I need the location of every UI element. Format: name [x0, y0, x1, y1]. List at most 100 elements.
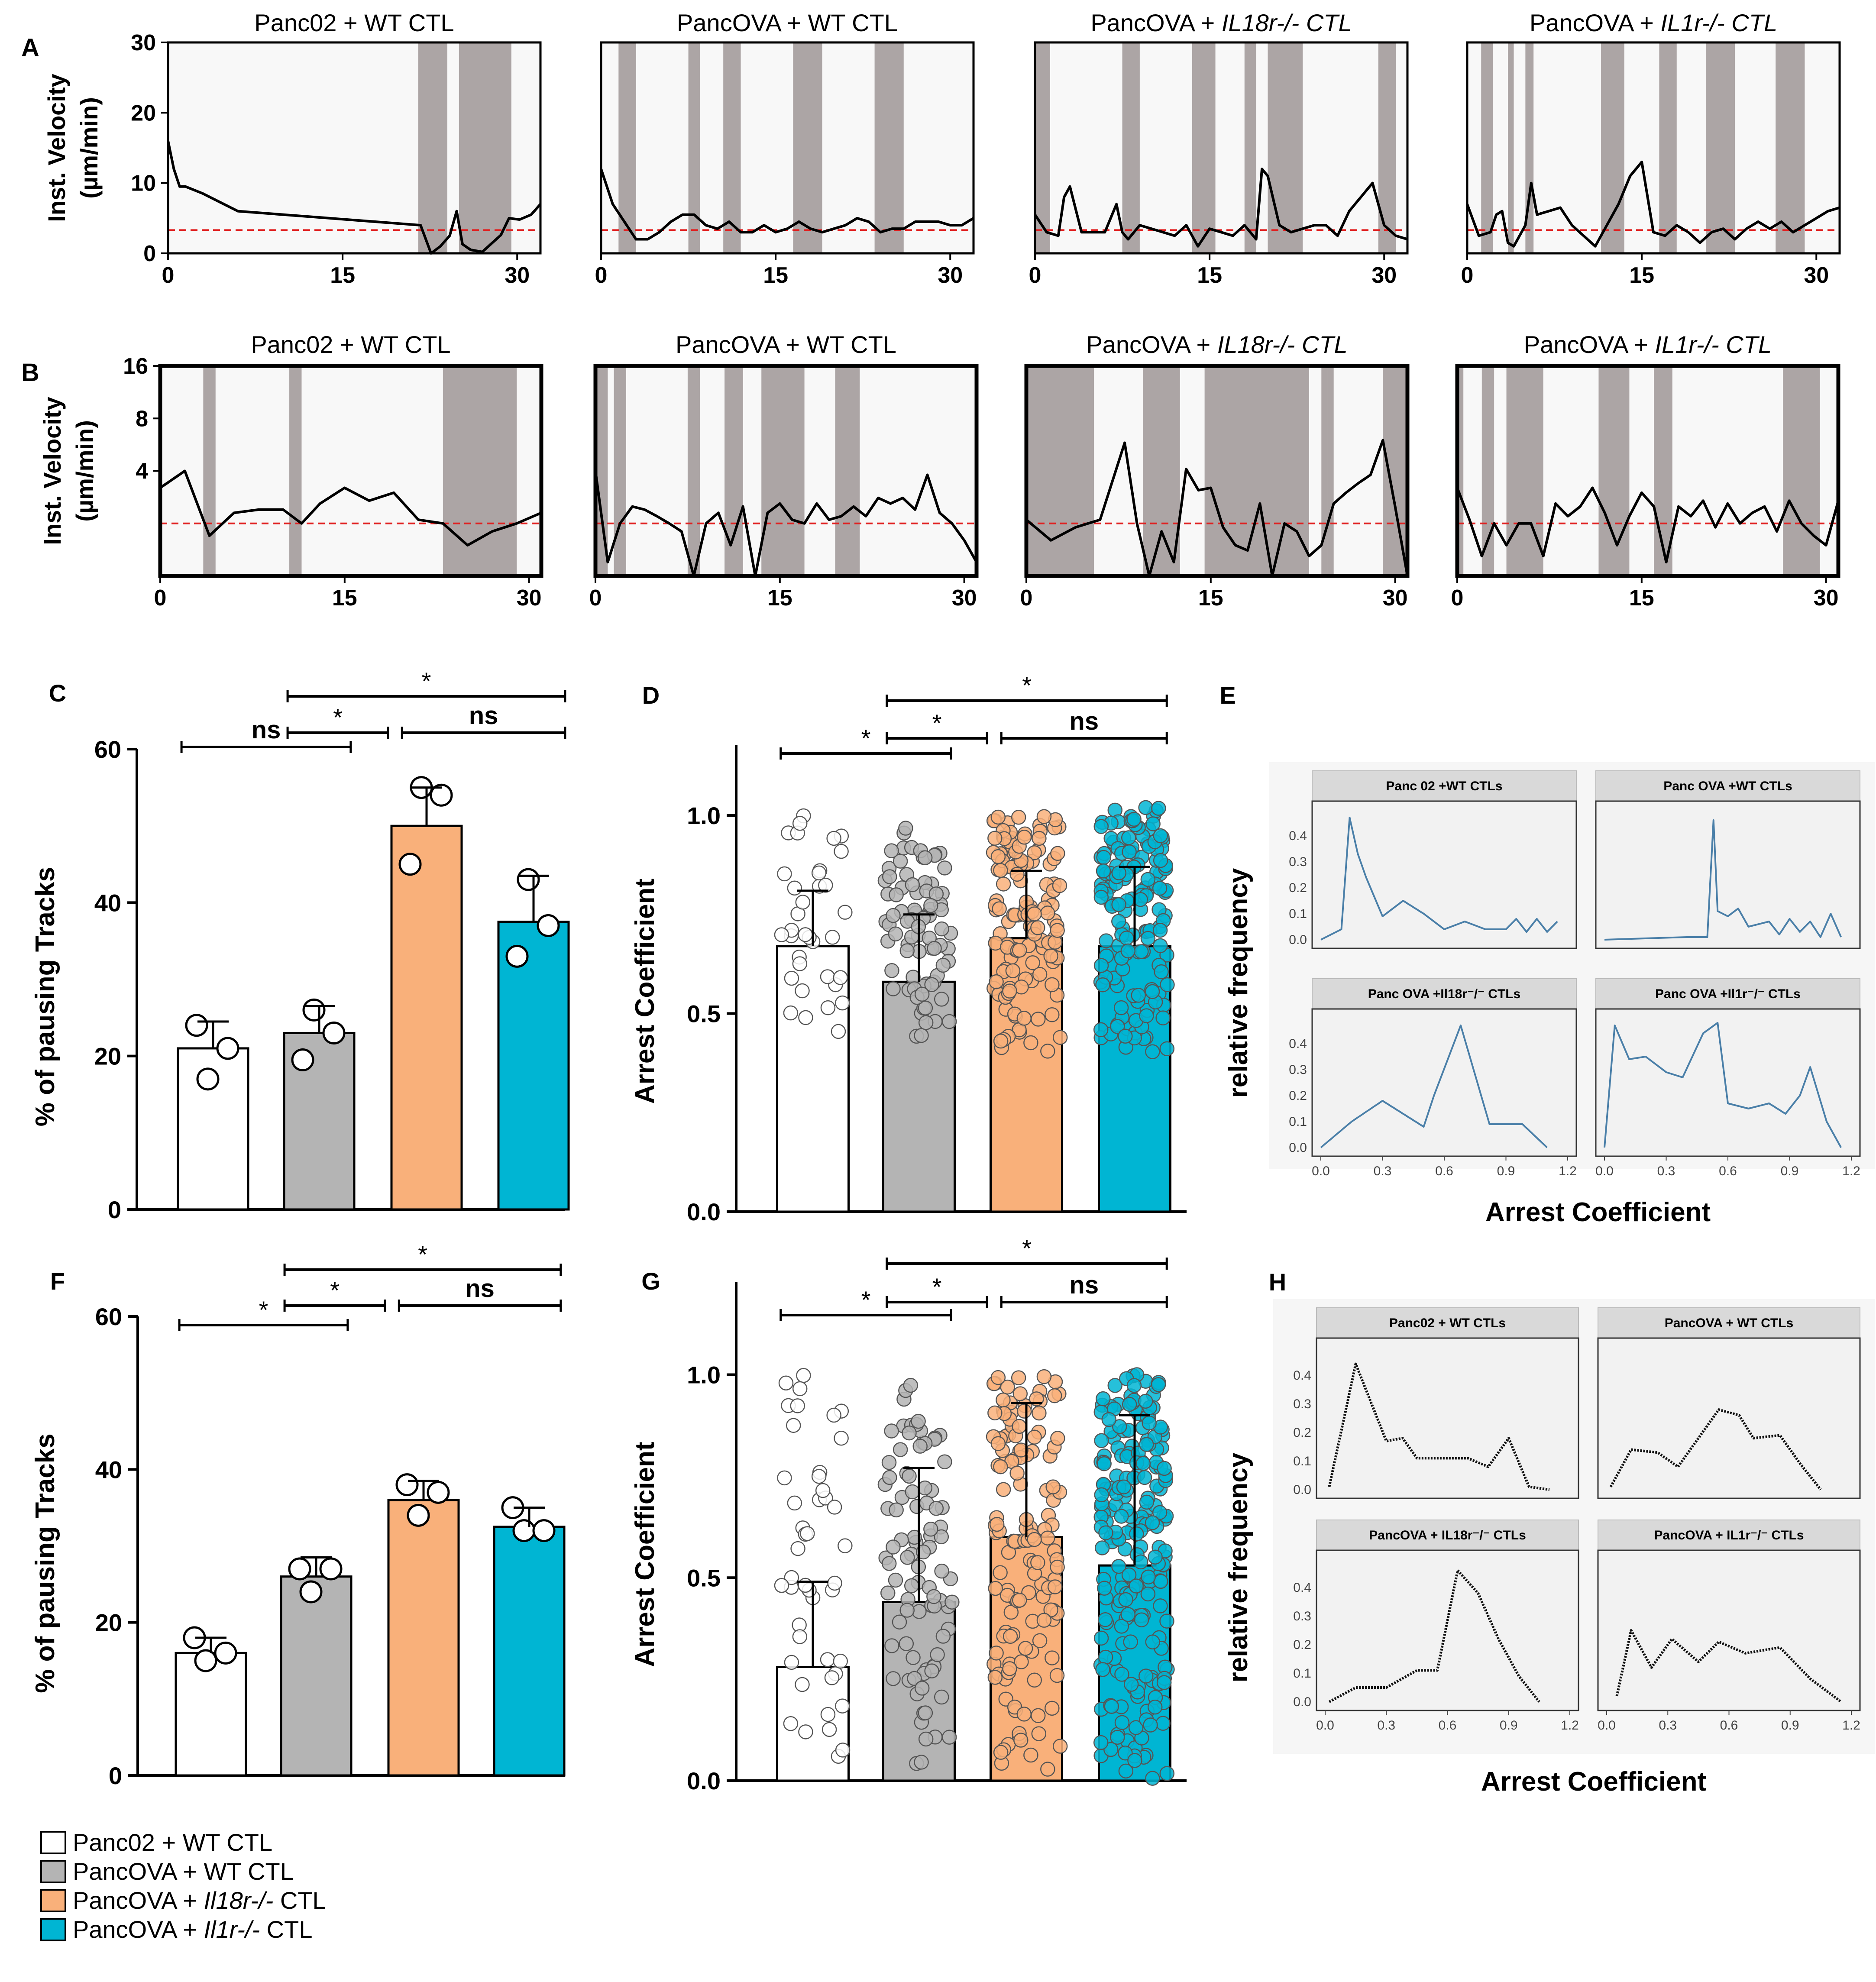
data-point	[1045, 1479, 1061, 1494]
arrest-interval	[459, 42, 511, 253]
y-tick-label: 8	[136, 406, 148, 431]
x-tick-label: 15	[332, 585, 357, 611]
data-point	[935, 1629, 951, 1644]
subplot-title-A1-text: Panc02 + WT CTL	[254, 9, 454, 36]
x-tick-label: 15	[330, 263, 355, 288]
data-point	[1126, 812, 1142, 827]
facet-title: Panc 02 +WT CTLs	[1386, 779, 1502, 793]
x-tick-label: 15	[1197, 263, 1222, 288]
data-point	[822, 1722, 837, 1737]
data-point	[1142, 1415, 1157, 1431]
facet-title: Panc OVA +WT CTLs	[1663, 779, 1792, 793]
replicate-point	[505, 944, 529, 968]
significance-label: ns	[1069, 707, 1099, 735]
data-point	[903, 1377, 919, 1393]
data-point	[1002, 1661, 1017, 1676]
data-point	[1027, 1672, 1042, 1688]
subplot-title-B2: PancOVA + WT CTL	[676, 331, 896, 358]
data-point	[1047, 1579, 1063, 1594]
data-point	[924, 1663, 939, 1678]
data-point	[815, 1483, 831, 1498]
x-tick-label: 0	[1029, 263, 1042, 288]
data-point	[989, 974, 1004, 989]
x-tick-label: 15	[1198, 585, 1223, 611]
y-tick-label: 0.2	[1289, 1089, 1307, 1103]
data-point	[800, 1526, 815, 1541]
data-point	[886, 1539, 901, 1555]
x-tick-label: 30	[952, 585, 977, 611]
data-point	[990, 849, 1006, 864]
data-point	[889, 887, 904, 902]
data-point	[1107, 1378, 1123, 1393]
y-tick-label: 0.4	[1289, 829, 1307, 843]
arrest-interval	[874, 42, 904, 253]
data-point	[1140, 931, 1156, 946]
data-point	[987, 1670, 1003, 1685]
data-point	[1012, 1386, 1028, 1401]
frequency-line	[1320, 1025, 1548, 1148]
data-point	[996, 1392, 1011, 1408]
data-point	[1040, 905, 1055, 921]
data-point	[1123, 1677, 1139, 1692]
x-tick-label: 0.9	[1497, 1164, 1515, 1178]
data-point	[1110, 1019, 1125, 1034]
legend-label-4: PancOVA + Il1r-/- CTL	[73, 1916, 312, 1943]
legend-label-1: Panc02 + WT CTL	[73, 1829, 272, 1856]
arrest-interval	[687, 366, 700, 576]
data-point	[1027, 1532, 1042, 1547]
facet-title: Panc OVA +Il18r⁻/⁻ CTLs	[1368, 987, 1521, 1001]
significance-label: *	[932, 709, 942, 737]
data-point	[1111, 897, 1126, 912]
x-tick-label: 0	[1020, 585, 1033, 611]
bar-4	[497, 921, 570, 1211]
subplot-title-B3-text: PancOVA +	[1086, 331, 1217, 358]
data-point	[1032, 831, 1047, 846]
data-point	[1133, 892, 1148, 907]
replicate-point	[319, 1557, 343, 1581]
arrest-interval	[793, 42, 822, 253]
data-point	[1050, 1559, 1065, 1575]
y-tick-label: 0.0	[687, 1767, 721, 1794]
significance-label: *	[932, 1273, 942, 1300]
arrest-interval	[761, 366, 805, 576]
data-point	[899, 943, 915, 958]
data-point	[889, 1502, 904, 1518]
y-tick-label: 40	[95, 1456, 122, 1483]
data-point	[1025, 955, 1040, 970]
data-point	[1094, 1433, 1109, 1449]
subplot-title-B1: Panc02 + WT CTL	[251, 331, 450, 358]
plot-frame	[1455, 364, 1840, 578]
data-point	[784, 970, 799, 986]
facet-title: PancOVA + IL1r⁻/⁻ CTLs	[1654, 1528, 1804, 1542]
data-point	[914, 1681, 930, 1696]
facet-title: Panc02 + WT CTLs	[1389, 1316, 1506, 1330]
legend-label-4-text: PancOVA +	[73, 1916, 204, 1943]
data-point	[917, 1480, 933, 1496]
data-point	[902, 1425, 917, 1441]
legend-label-3-italic: Il18r-/-	[204, 1887, 273, 1914]
data-point	[827, 1500, 842, 1515]
x-tick-label: 30	[1804, 263, 1829, 288]
x-tick-label: 0	[589, 585, 602, 611]
data-point	[996, 876, 1011, 892]
data-point	[1137, 1470, 1152, 1485]
arrest-interval	[1244, 42, 1256, 253]
x-tick-label: 30	[505, 263, 530, 288]
subplot-title-A1: Panc02 + WT CTL	[254, 9, 454, 36]
data-point	[798, 927, 813, 942]
data-point	[935, 957, 951, 973]
arrest-interval	[1783, 366, 1820, 576]
panel-label-A: A	[21, 34, 39, 62]
arrest-interval	[1122, 42, 1140, 253]
data-point	[1030, 1708, 1046, 1723]
data-point	[1134, 944, 1149, 959]
data-point	[1145, 1634, 1160, 1650]
data-point	[1157, 1461, 1172, 1476]
arrest-interval	[688, 42, 700, 253]
data-point	[1012, 1593, 1027, 1608]
significance-label: *	[259, 1296, 268, 1323]
data-point	[834, 844, 849, 859]
data-point	[1011, 1370, 1026, 1385]
data-point	[1003, 1629, 1018, 1644]
data-point	[798, 1724, 813, 1740]
